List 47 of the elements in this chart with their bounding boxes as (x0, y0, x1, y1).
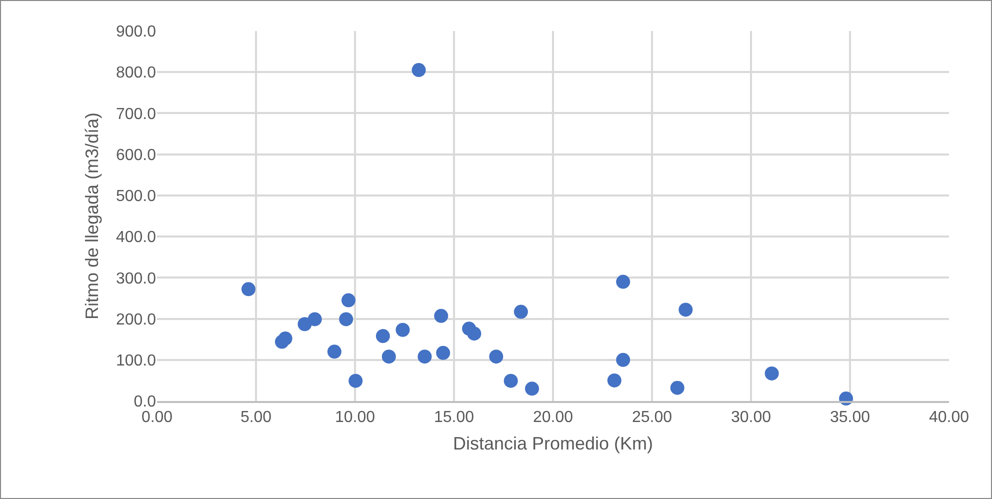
point (327, 344, 342, 359)
point (241, 282, 256, 296)
point (434, 308, 448, 323)
point (525, 382, 540, 396)
point (412, 63, 426, 78)
point (376, 329, 390, 344)
y-tick-label: 400.0 (116, 229, 156, 246)
point (341, 293, 356, 308)
point (298, 317, 312, 332)
y-tick-label: 900.0 (116, 24, 156, 41)
point (436, 346, 450, 360)
y-tick-label: 300.0 (116, 270, 156, 288)
y-tick-label: 700.0 (116, 106, 156, 123)
point (489, 350, 504, 364)
point (514, 304, 528, 319)
x-axis-title: Distancia Promedio (Km) (452, 434, 654, 454)
point (764, 366, 779, 380)
x-tick-label: 15.00 (434, 408, 474, 426)
point (382, 350, 396, 364)
x-tick-label: 40.00 (928, 408, 970, 426)
x-tick-label: 10.00 (334, 408, 376, 426)
y-tick-label: 500.0 (116, 188, 156, 206)
x-tick-label: 30.00 (730, 408, 772, 426)
y-axis-title: Ritmo de llegada (m3/día) (82, 112, 102, 320)
point (278, 332, 292, 346)
x-tick-label: 35.00 (830, 408, 870, 426)
point (339, 312, 354, 326)
point (670, 380, 684, 395)
y-tick-label: 200.0 (116, 311, 156, 328)
point (616, 352, 630, 367)
point (616, 274, 630, 289)
point (504, 374, 518, 388)
point (467, 326, 482, 341)
y-tick-label: 100.0 (116, 352, 156, 370)
x-tick-label: 0.00 (141, 408, 173, 426)
y-tick-label: 600.0 (116, 146, 156, 164)
y-tick-label: 0.0 (134, 394, 156, 411)
x-tick-label: 20.00 (532, 408, 574, 426)
point (678, 302, 693, 317)
x-tick-label: 5.00 (240, 408, 272, 426)
point (308, 312, 322, 326)
point (607, 373, 622, 388)
point (396, 322, 410, 337)
point (348, 374, 363, 388)
x-tick-label: 25.00 (632, 408, 672, 426)
y-tick-label: 800.0 (116, 64, 156, 82)
point (418, 350, 432, 364)
